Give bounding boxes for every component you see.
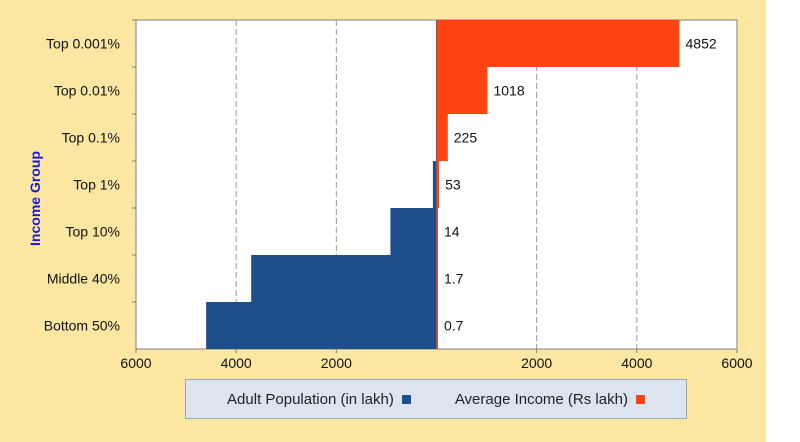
bar-population-6 (206, 302, 437, 349)
data-label-income-1: 1018 (493, 83, 524, 99)
legend-swatch-population (401, 394, 411, 404)
data-label-income-3: 53 (445, 177, 461, 193)
legend-swatch-income (635, 394, 645, 404)
category-label-1: Top 0.01% (54, 83, 120, 99)
bar-income-5 (436, 255, 438, 302)
chart-legend: Adult Population (in lakh) Average Incom… (185, 379, 687, 419)
data-label-income-4: 14 (444, 224, 460, 240)
category-label-6: Bottom 50% (44, 318, 120, 334)
legend-label-population: Adult Population (in lakh) (227, 390, 394, 408)
category-label-5: Middle 40% (47, 271, 120, 287)
bar-income-4 (436, 208, 438, 255)
bar-income-2 (436, 114, 448, 161)
bar-income-0 (436, 20, 680, 67)
x-tick-label-4: 4000 (621, 355, 652, 371)
data-label-income-0: 4852 (686, 36, 717, 52)
data-label-income-2: 225 (454, 130, 478, 146)
x-tick-label-3: 2000 (521, 355, 552, 371)
bar-population-5 (251, 255, 437, 302)
x-tick-label-1: 4000 (221, 355, 252, 371)
bar-population-3 (432, 161, 437, 208)
legend-item-income: Average Income (Rs lakh) (455, 391, 645, 408)
bar-income-1 (436, 67, 488, 114)
category-label-0: Top 0.001% (46, 36, 120, 52)
legend-label-income: Average Income (Rs lakh) (454, 390, 628, 408)
legend-item-population: Adult Population (in lakh) (227, 391, 411, 408)
bar-income-3 (436, 161, 440, 208)
data-label-income-5: 1.7 (444, 271, 464, 287)
y-axis-title: Income Group (27, 151, 43, 246)
x-tick-label-0: 6000 (120, 355, 151, 371)
category-label-4: Top 10% (66, 224, 120, 240)
x-tick-label-5: 6000 (721, 355, 752, 371)
category-label-2: Top 0.1% (62, 130, 120, 146)
right-margin (766, 0, 800, 442)
data-label-income-6: 0.7 (444, 318, 464, 334)
bar-income-6 (436, 302, 438, 349)
category-label-3: Top 1% (73, 177, 120, 193)
x-tick-label-2: 2000 (321, 355, 352, 371)
bar-population-4 (390, 208, 437, 255)
